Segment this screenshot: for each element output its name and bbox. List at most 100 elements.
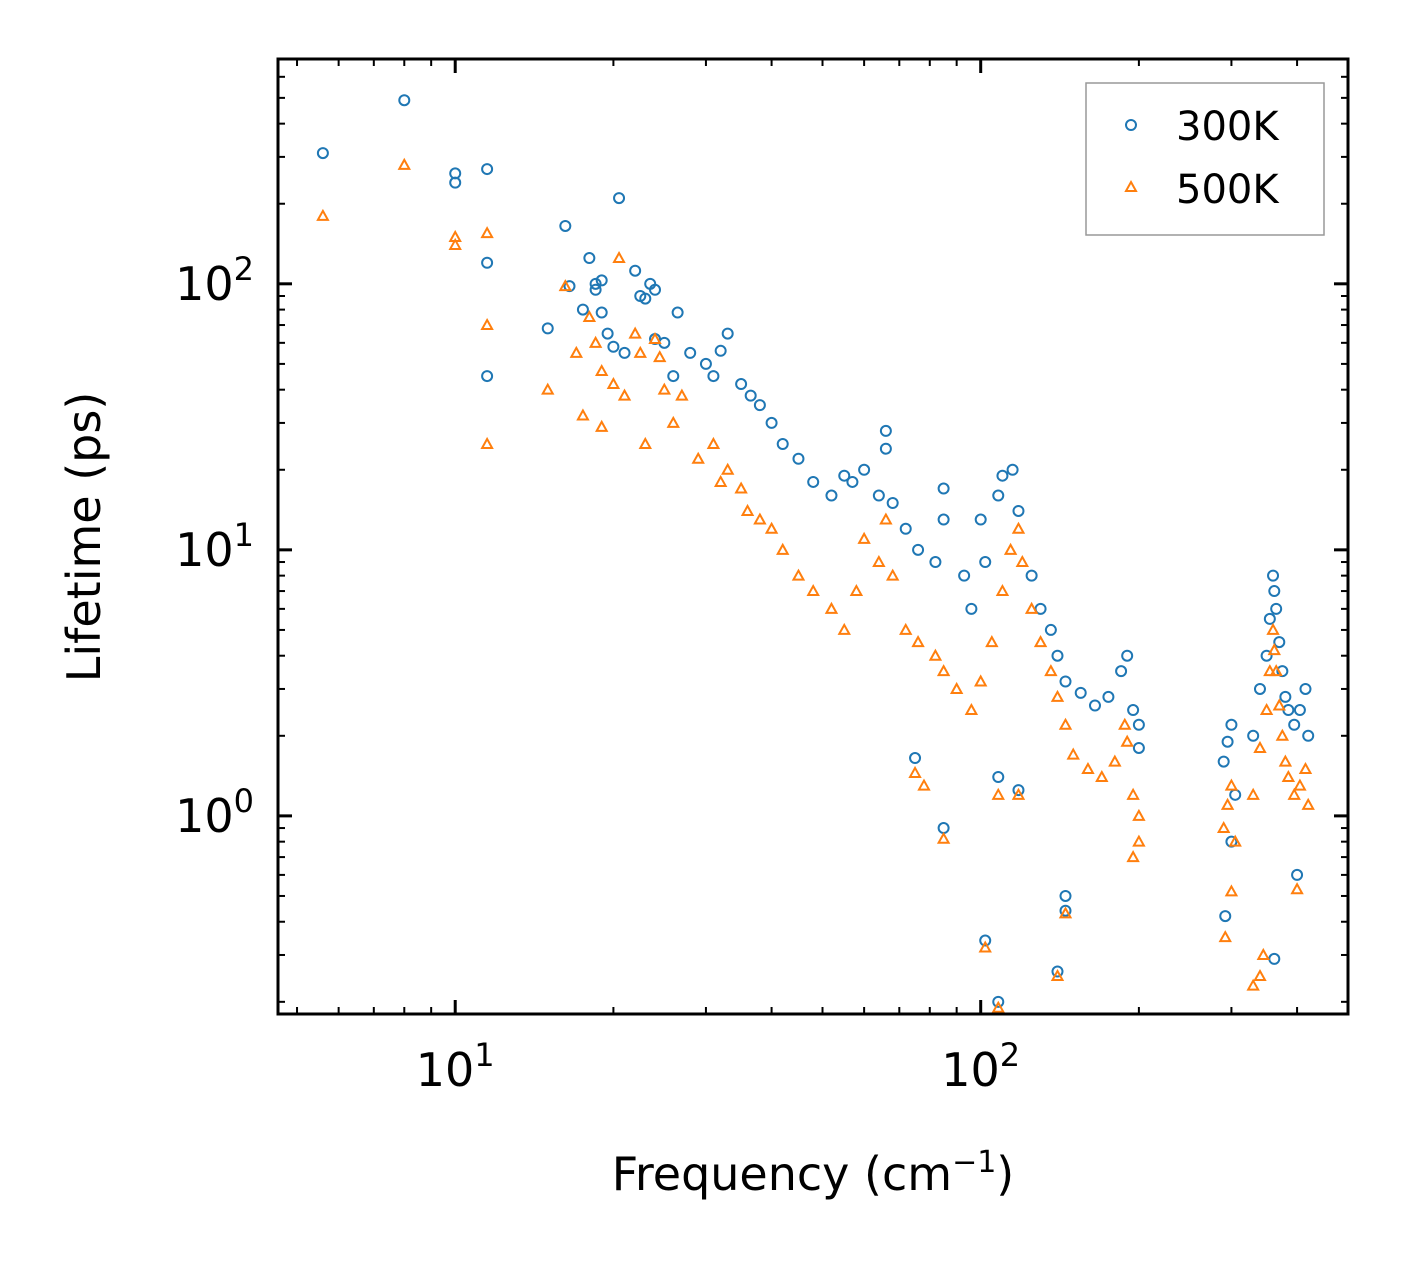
data-point-300k [576,303,589,316]
data-point-500k [713,474,728,487]
data-point-300k [1253,682,1266,695]
data-point-500k [1011,521,1026,534]
data-point-300k [1267,569,1280,582]
data-point-500k [764,521,779,534]
data-point-300k [671,306,684,319]
data-point-500k [594,419,609,432]
x-axis-title: Frequency (cm−1) [612,1145,1015,1201]
data-point-500k [1256,947,1271,960]
data-point-300k [776,437,789,450]
data-point-500k [964,702,979,716]
data-point-300k [667,370,680,383]
data-point-300k [886,497,899,510]
data-point-500k [633,345,647,358]
data-point-300k [965,602,978,615]
data-point-500k [1126,787,1140,800]
data-point-300k [1291,868,1304,881]
data-point-500k [949,681,964,694]
x-axis-title-end: ) [996,1147,1014,1201]
data-point-300k [1288,718,1301,731]
data-point-500k [648,331,662,345]
legend-marker-300k [1125,119,1137,131]
legend-label-300k: 300K [1176,104,1280,150]
data-point-500k [706,436,721,449]
data-point-300k [1270,602,1283,615]
data-point-300k [838,469,851,482]
data-point-500k [1120,734,1134,747]
data-point-500k [899,622,913,635]
data-point-500k [1132,834,1146,847]
data-point-500k [1050,968,1065,982]
data-point-500k [753,512,767,525]
data-point-500k [1253,968,1267,982]
data-point-500k [911,635,925,648]
data-point-500k [1290,882,1304,895]
data-point-500k [1066,747,1080,760]
data-point-300k [699,357,712,370]
data-point-300k [541,322,554,335]
data-point-300k [1221,735,1234,748]
data-point-300k [1132,718,1145,731]
data-point-500k [1259,702,1274,716]
data-point-500k [936,831,951,844]
data-point-500k [1024,601,1039,614]
legend: 300K 500K [1085,82,1325,236]
data-point-500k [1015,554,1030,568]
data-point-500k [1044,664,1058,677]
data-point-300k [753,399,766,412]
data-point-300k [595,306,608,319]
data-point-500k [720,462,735,475]
data-point-500k [849,584,864,597]
data-point-500k [1095,769,1109,783]
data-point-300k [639,292,652,305]
data-point-500k [480,226,494,239]
data-point-300k [912,543,925,556]
y-tick-label: 102 [175,250,254,311]
data-point-300k [807,475,820,488]
data-point-300k [1012,504,1025,517]
data-point-500k [666,415,680,428]
data-point-500k [1298,761,1313,775]
data-point-300k [649,283,662,296]
legend-marker-500k [1124,179,1138,192]
data-point-500k [480,317,494,331]
legend-box [1085,82,1325,236]
data-point-500k [978,940,992,953]
data-point-300k [589,277,602,290]
data-point-300k [583,252,596,265]
data-point-500k [576,408,590,421]
data-point-500k [1266,622,1280,635]
data-point-500k [448,237,462,250]
data-point-500k [995,584,1010,597]
data-point-300k [1025,569,1038,582]
data-point-500k [991,1000,1005,1013]
data-point-500k [1275,728,1290,741]
data-point-500k [917,778,931,791]
data-point-500k [1218,930,1232,943]
data-point-300k [398,94,411,107]
data-point-300k [595,274,608,287]
data-point-500k [691,451,705,464]
data-point-500k [1253,740,1267,753]
data-point-300k [721,327,734,340]
data-point-500k [1050,689,1065,702]
data-point-300k [765,416,778,429]
data-point-300k [1260,649,1273,662]
data-point-500k [480,436,494,449]
data-point-300k [1132,741,1145,754]
data-point-300k [1088,699,1101,712]
data-point-500k [617,388,632,401]
y-tick-label: 101 [175,516,254,577]
data-point-500k [1216,820,1231,834]
data-point-500k [872,554,886,568]
data-point-500k [1246,787,1260,800]
data-point-300k [974,513,987,526]
data-point-300k [1219,910,1232,923]
data-point-300k [1059,889,1072,902]
data-point-500k [1118,717,1132,730]
data-point-500k [879,512,893,525]
x-tick-label: 102 [941,1036,1020,1097]
data-point-300k [1121,649,1134,662]
x-axis-title-superscript: −1 [952,1145,996,1180]
